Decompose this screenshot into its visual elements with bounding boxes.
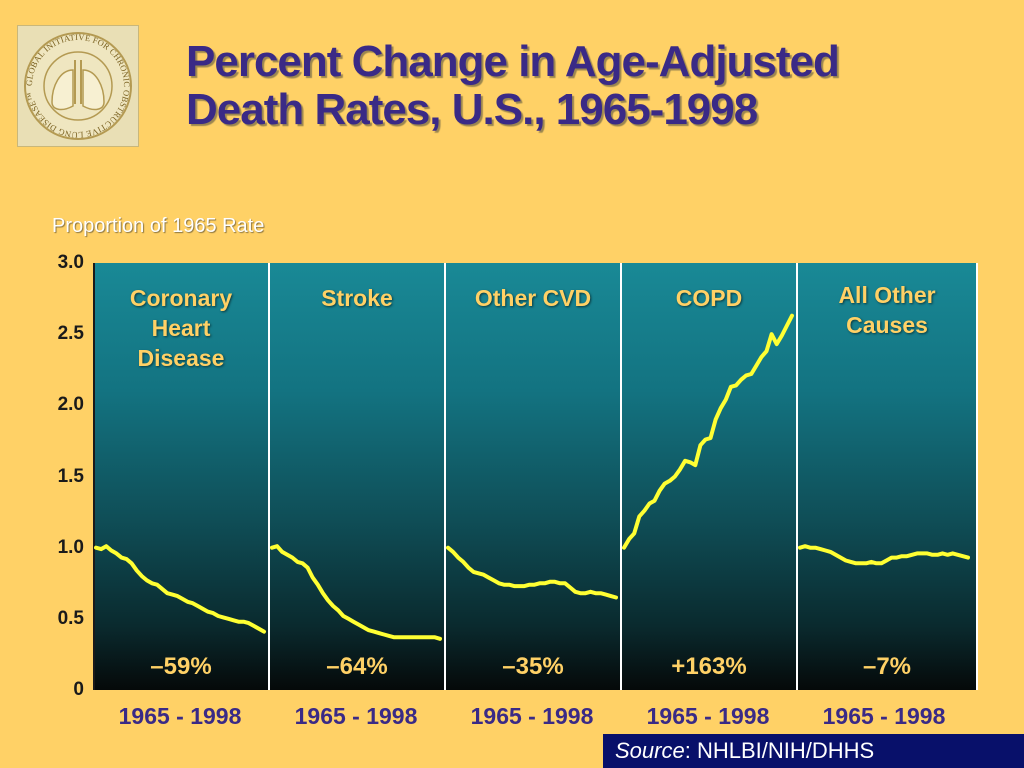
y-tick-label: 3.0 — [57, 252, 84, 273]
chart-panel: Coronary Heart Disease –59% — [94, 263, 270, 690]
x-axis-year-range: 1965 - 1998 — [646, 703, 770, 729]
chart-panel: All Other Causes –7% — [798, 263, 978, 690]
chart-panel: Other CVD –35% — [446, 263, 622, 690]
lungs-icon: GLOBAL INITIATIVE FOR CHRONIC OBSTRUCTIV… — [24, 32, 132, 140]
panel-title-line: Other CVD — [474, 285, 592, 311]
panel-title-line: COPD — [675, 285, 743, 311]
gold-logo: GLOBAL INITIATIVE FOR CHRONIC OBSTRUCTIV… — [17, 25, 139, 147]
y-tick-label: 0.5 — [57, 607, 84, 629]
panel-percent-change: –59% — [150, 653, 212, 680]
series-line — [270, 544, 442, 641]
panel-percent-change: –64% — [326, 653, 388, 680]
y-tick-label: 2.5 — [57, 323, 84, 345]
y-tick-label: 1.0 — [57, 536, 84, 558]
source-text: : NHLBI/NIH/DHHS — [684, 738, 875, 763]
panel-title-line: Stroke — [321, 285, 393, 311]
x-axis-year-range: 1965 - 1998 — [470, 703, 594, 729]
panel-title-line: Coronary — [129, 285, 233, 311]
chart-panel: Stroke –64% — [270, 263, 446, 690]
panel-title-line: All Other — [838, 282, 936, 308]
panel-percent-change: +163% — [671, 653, 747, 680]
title-line-2: Death Rates, U.S., 1965-1998 — [186, 85, 758, 134]
series-line — [622, 313, 794, 550]
slide-title: Percent Change in Age-Adjusted Death Rat… — [186, 37, 840, 134]
source-note: Source: NHLBI/NIH/DHHS — [603, 734, 1024, 768]
y-tick-label: 2.0 — [57, 394, 84, 416]
panel-title-line: Causes — [846, 312, 928, 338]
title-line-1: Percent Change in Age-Adjusted — [186, 37, 840, 86]
y-tick-label: 1.5 — [57, 465, 84, 487]
panel-percent-change: –7% — [862, 653, 912, 680]
y-axis-line — [93, 263, 95, 690]
chart-panel: COPD +163% — [622, 263, 798, 690]
x-axis-year-range: 1965 - 1998 — [294, 703, 418, 729]
y-axis-label: Proportion of 1965 Rate — [52, 215, 265, 237]
chart-lines — [94, 313, 970, 641]
x-axis-year-range: 1965 - 1998 — [118, 703, 242, 729]
panel-title-line: Heart — [151, 315, 211, 341]
panel-title-line: Disease — [137, 345, 225, 371]
source-label: Source — [615, 738, 685, 763]
series-line — [798, 544, 970, 566]
series-line — [94, 544, 266, 634]
y-tick-label: 0 — [73, 679, 84, 700]
series-line — [446, 545, 618, 600]
panel-percent-change: –35% — [502, 653, 564, 680]
x-axis-year-range: 1965 - 1998 — [822, 703, 946, 729]
chart-panels: Coronary Heart Disease –59% Stroke –64% Other … — [94, 263, 978, 690]
